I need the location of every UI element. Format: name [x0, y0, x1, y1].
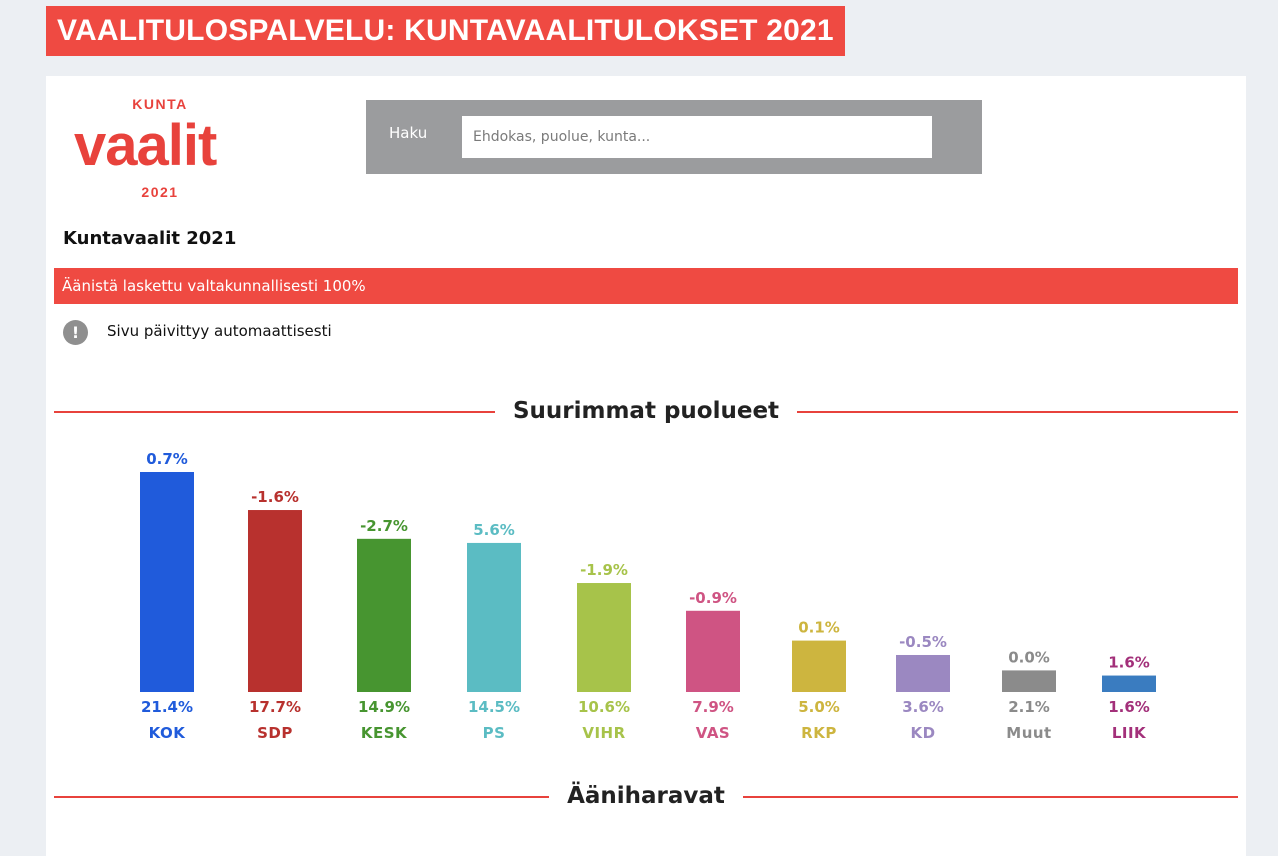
logo-kunta-text: KUNTA	[132, 96, 188, 112]
bar-rkp	[792, 640, 846, 692]
count-status-bar: Äänistä laskettu valtakunnallisesti 100%	[54, 268, 1238, 304]
bar-sdp	[248, 510, 302, 692]
logo-vaalit-text: vaalit	[74, 113, 217, 178]
results-panel: KUNTA vaalit 2021 Haku Kuntavaalit 2021 …	[46, 76, 1246, 856]
value-label-rkp: 5.0%	[798, 698, 840, 716]
bar-muut	[1002, 670, 1056, 692]
party-results-chart: 0.7% 21.4% KOK -1.6% 17.7% SDP -2.7% 14.9% KESK 5…	[140, 450, 1156, 742]
category-label-rkp: RKP	[801, 724, 837, 742]
change-label-muut: 0.0%	[1008, 648, 1050, 666]
logo-year-text: 2021	[141, 184, 179, 200]
bar-kok	[140, 472, 194, 692]
value-label-muut: 2.1%	[1008, 698, 1050, 716]
value-label-vihr: 10.6%	[578, 698, 630, 716]
change-label-kesk: -2.7%	[360, 517, 408, 535]
section-title-parties-text: Suurimmat puolueet	[494, 398, 798, 424]
value-label-ps: 14.5%	[468, 698, 520, 716]
category-label-sdp: SDP	[257, 724, 293, 742]
change-label-kok: 0.7%	[146, 450, 188, 468]
category-label-vihr: VIHR	[582, 724, 625, 742]
value-label-kesk: 14.9%	[358, 698, 410, 716]
search-label: Haku	[389, 124, 428, 142]
category-label-kok: KOK	[149, 724, 187, 742]
change-label-kd: -0.5%	[899, 633, 947, 651]
section-title-parties: Suurimmat puolueet	[46, 398, 1246, 424]
category-label-ps: PS	[483, 724, 506, 742]
election-title: Kuntavaalit 2021	[63, 228, 237, 249]
category-label-muut: Muut	[1006, 724, 1051, 742]
bar-vihr	[577, 583, 631, 692]
page-banner: VAALITULOSPALVELU: KUNTAVAALITULOKSET 20…	[46, 6, 845, 56]
search-box: Haku	[366, 100, 982, 174]
change-label-ps: 5.6%	[473, 521, 515, 539]
section-title-candidates: Ääniharavat	[46, 783, 1246, 809]
change-label-vihr: -1.9%	[580, 561, 628, 579]
search-input[interactable]	[462, 116, 932, 158]
bar-kesk	[357, 538, 411, 692]
category-label-kesk: KESK	[361, 724, 408, 742]
change-label-vas: -0.9%	[689, 589, 737, 607]
value-label-kok: 21.4%	[141, 698, 193, 716]
bar-ps	[467, 542, 521, 692]
bar-vas	[686, 610, 740, 692]
change-label-liik: 1.6%	[1108, 654, 1150, 672]
bar-kd	[896, 654, 950, 692]
change-label-rkp: 0.1%	[798, 619, 840, 637]
category-label-kd: KD	[910, 724, 935, 742]
kuntavaalit-logo[interactable]: KUNTA vaalit 2021	[74, 96, 254, 206]
section-title-candidates-text: Ääniharavat	[549, 783, 743, 809]
value-label-liik: 1.6%	[1108, 698, 1150, 716]
category-label-liik: LIIK	[1112, 724, 1147, 742]
value-label-kd: 3.6%	[902, 698, 944, 716]
category-label-vas: VAS	[696, 724, 731, 742]
value-label-sdp: 17.7%	[249, 698, 301, 716]
bar-liik	[1102, 675, 1156, 692]
auto-update-text: Sivu päivittyy automaattisesti	[107, 322, 332, 340]
value-label-vas: 7.9%	[692, 698, 734, 716]
exclamation-icon: !	[63, 320, 88, 345]
change-label-sdp: -1.6%	[251, 488, 299, 506]
